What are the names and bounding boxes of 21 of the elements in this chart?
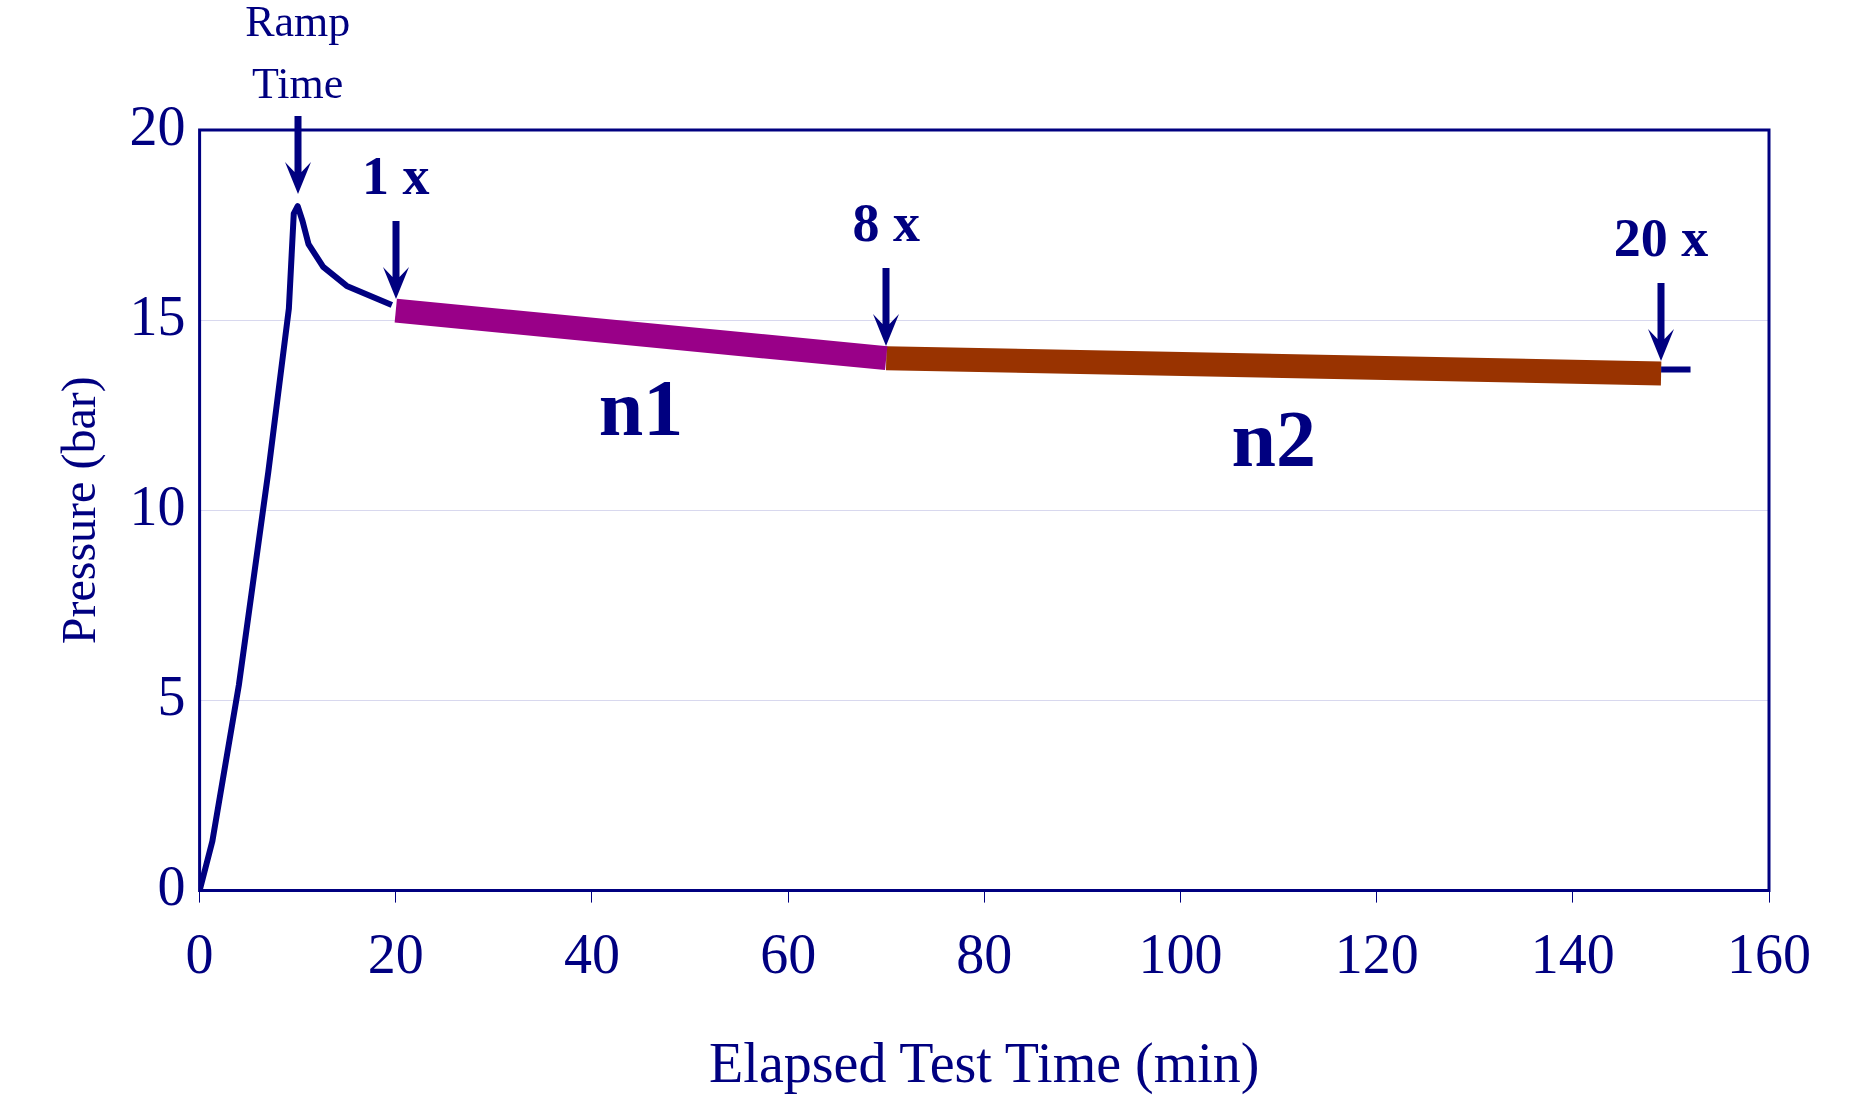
x-tick-label: 160 xyxy=(1727,922,1811,985)
annotation: Ramp Time xyxy=(245,0,351,108)
x-tick-label: 80 xyxy=(956,922,1013,985)
series-label: n2 xyxy=(1231,395,1316,484)
x-tick-label: 60 xyxy=(760,922,817,985)
annotation: 8 x xyxy=(852,193,920,254)
y-tick-label: 10 xyxy=(129,475,186,537)
y-tick-label: 15 xyxy=(129,284,186,347)
annotation: 1 x xyxy=(362,145,430,206)
x-tick-label: 140 xyxy=(1530,922,1615,985)
y-axis-title: Pressure (bar) xyxy=(52,376,107,645)
x-axis-title: Elapsed Test Time (min) xyxy=(709,1032,1260,1096)
y-tick-label: 5 xyxy=(157,665,186,728)
x-tick-label: 40 xyxy=(563,922,620,985)
x-tick-label: 20 xyxy=(367,922,424,985)
annotation: 20 x xyxy=(1613,208,1709,269)
y-tick-label: 20 xyxy=(129,94,186,157)
y-tick-label: 0 xyxy=(157,855,186,918)
x-tick-label: 120 xyxy=(1334,922,1419,985)
x-tick-label: 100 xyxy=(1138,922,1223,985)
series-label: n1 xyxy=(598,364,684,453)
